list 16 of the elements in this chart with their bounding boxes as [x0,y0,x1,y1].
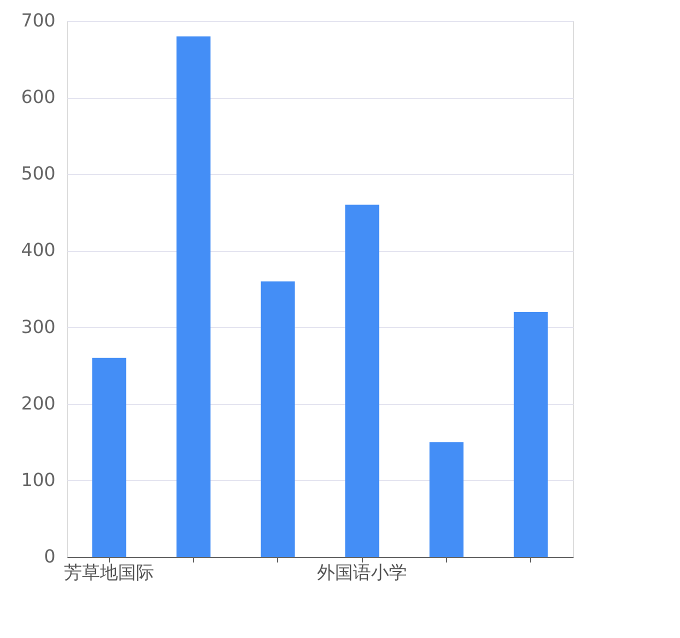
bar [92,358,126,557]
bar [430,442,464,557]
bar [260,281,295,557]
x-tick-label: 外国语小学 [317,562,408,584]
y-tick-label: 0 [44,546,56,568]
bar [514,312,548,557]
x-tick-label: 芳草地国际 [64,562,154,584]
y-tick-label: 300 [21,316,56,338]
y-tick-label: 400 [21,240,56,262]
y-tick-label: 700 [21,10,56,32]
bar [345,204,380,557]
bar [176,36,210,557]
y-tick-label: 200 [21,393,56,414]
y-tick-label: 600 [21,87,56,108]
y-tick-label: 500 [21,164,56,185]
y-tick-label: 100 [21,470,56,491]
